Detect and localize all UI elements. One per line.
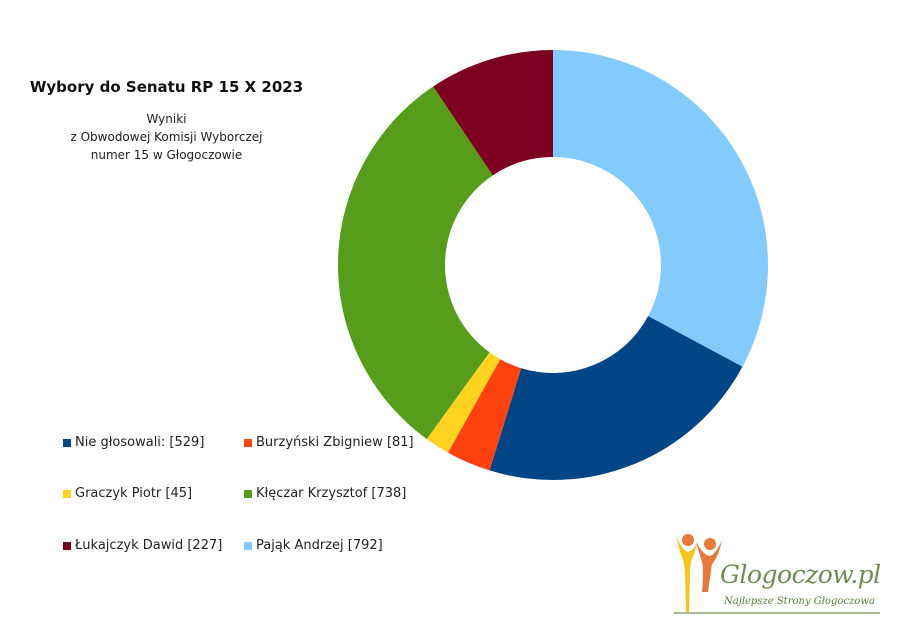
- donut-slice: [553, 50, 768, 367]
- legend-swatch: [63, 489, 71, 498]
- logo-underline: [674, 612, 880, 614]
- legend-label: Kłęczar Krzysztof [738]: [256, 486, 407, 501]
- people-icon: [676, 534, 722, 612]
- subtitle-line: z Obwodowej Komisji Wyborczej: [70, 130, 263, 144]
- donut-slice: [338, 86, 493, 440]
- donut-slice: [433, 50, 553, 176]
- subtitle-line: Wyniki: [146, 112, 187, 126]
- legend-item: Łukajczyk Dawid [227]: [63, 538, 222, 553]
- legend-swatch: [63, 541, 71, 550]
- donut-slice: [489, 316, 743, 480]
- legend-label: Łukajczyk Dawid [227]: [75, 538, 223, 553]
- logo-text: Glogoczow.pl: [720, 560, 881, 589]
- chart-subtitle: Wyniki z Obwodowej Komisji Wyborczej num…: [0, 110, 333, 164]
- chart-title: Wybory do Senatu RP 15 X 2023: [29, 78, 304, 96]
- site-logo: Glogoczow.pl Najlepsze Strony Głogoczowa: [672, 532, 882, 618]
- legend-swatch: [244, 541, 252, 550]
- legend-label: Pająk Andrzej [792]: [256, 538, 383, 553]
- legend-item: Kłęczar Krzysztof [738]: [244, 486, 406, 501]
- logo-tagline: Najlepsze Strony Głogoczowa: [724, 596, 875, 607]
- legend-item: Graczyk Piotr [45]: [63, 486, 192, 501]
- legend-label: Nie głosowali: [529]: [75, 435, 205, 450]
- legend-swatch: [244, 438, 252, 447]
- donut-slice: [426, 352, 501, 453]
- legend-label: Graczyk Piotr [45]: [75, 486, 193, 501]
- legend-item: Nie głosowali: [529]: [63, 435, 204, 450]
- legend-swatch: [244, 489, 252, 498]
- legend-item: Pająk Andrzej [792]: [244, 538, 383, 553]
- donut-slice: [447, 359, 522, 471]
- legend-label: Burzyński Zbigniew [81]: [256, 435, 414, 450]
- legend-swatch: [63, 438, 71, 447]
- legend-item: Burzyński Zbigniew [81]: [244, 435, 414, 450]
- subtitle-line: numer 15 w Głogoczowie: [90, 148, 243, 162]
